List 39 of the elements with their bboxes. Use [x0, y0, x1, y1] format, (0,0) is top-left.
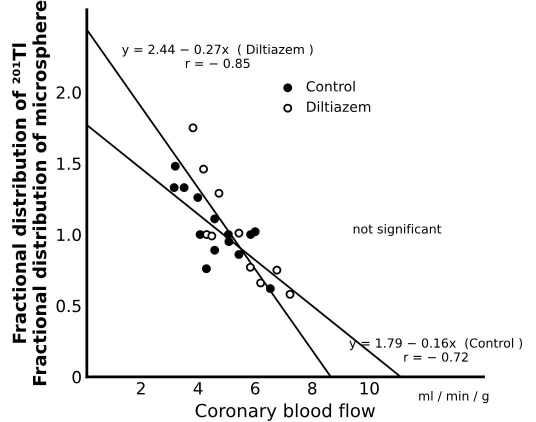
y-tick-label: 0.5 — [56, 300, 81, 312]
point — [234, 250, 244, 259]
y-tick-label: 2.0 — [56, 86, 81, 99]
x-tick-label: 4 — [194, 382, 202, 394]
point — [180, 183, 189, 192]
x-axis-title: Coronary blood flow — [196, 403, 375, 421]
point — [224, 230, 233, 239]
point — [286, 290, 294, 299]
point — [193, 193, 202, 202]
point — [256, 278, 266, 288]
point — [202, 264, 211, 274]
point — [207, 232, 216, 240]
x-tick-label: 2 — [136, 382, 145, 394]
point — [266, 284, 275, 294]
x-tick-label: 8 — [308, 382, 316, 395]
annotation: y = 2.44 − 0.27x ( Diltiazem ) r = − 0.85 — [122, 44, 313, 68]
text: ml / min / g — [419, 390, 488, 404]
x-tick-label: 6 — [251, 382, 260, 395]
annotation: not significant — [354, 224, 442, 236]
y-axis-title: Fractional distribution of ²⁰¹Tl Fractional distribution of microsphere — [12, 0, 50, 386]
point — [214, 188, 224, 198]
point — [170, 183, 179, 192]
y-tick-label: 1.5 — [57, 158, 81, 170]
point — [199, 164, 208, 174]
legend-label: Diltiazem — [307, 101, 370, 112]
point — [272, 266, 282, 275]
x-tick-label: 10 — [360, 382, 379, 395]
point — [246, 262, 255, 272]
point — [170, 162, 180, 171]
y-tick-label: 0 — [72, 370, 81, 384]
y-tick-label: 1.0 — [57, 228, 81, 242]
point — [210, 214, 220, 224]
point — [210, 246, 220, 255]
legend-label: Control — [306, 80, 355, 92]
annotation: y = 1.79 − 0.16x (Control ) r = − 0.72 — [349, 338, 522, 362]
point — [234, 228, 244, 238]
point — [224, 237, 234, 246]
point — [250, 227, 260, 236]
point — [188, 123, 198, 132]
